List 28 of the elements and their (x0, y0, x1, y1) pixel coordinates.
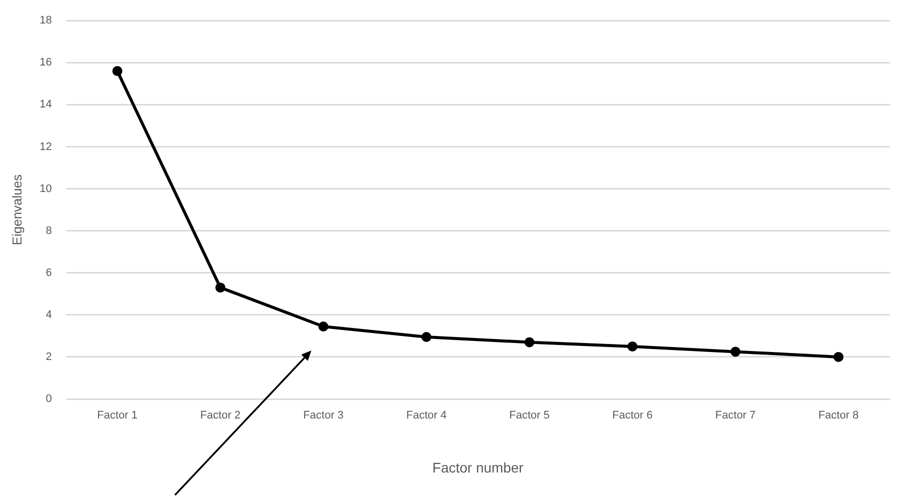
point (421, 332, 432, 342)
point (215, 282, 226, 293)
x-tick-label: Factor 3 (303, 410, 344, 422)
point (730, 346, 740, 357)
x-tick-label: Factor 7 (715, 410, 756, 422)
y-tick-label: 4 (46, 308, 52, 321)
x-tick-label: Factor 5 (509, 410, 550, 422)
y-tick-label: 8 (46, 224, 52, 237)
x-tick-label: Factor 6 (612, 410, 653, 422)
point (833, 352, 844, 362)
y-tick-label: 14 (40, 98, 52, 111)
point (318, 321, 328, 332)
x-tick-label: Factor 8 (818, 410, 859, 422)
y-tick-label: 10 (40, 182, 52, 195)
y-tick-label: 16 (40, 56, 52, 69)
y-tick-label: 18 (40, 14, 52, 27)
point (524, 337, 534, 348)
y-tick-label: 0 (46, 393, 52, 406)
x-axis-title: Factor number (432, 459, 524, 476)
y-tick-label: 12 (40, 140, 52, 153)
point (627, 341, 638, 352)
y-tick-label: 2 (46, 350, 52, 363)
x-tick-label: Factor 1 (97, 410, 138, 422)
y-tick-label: 6 (46, 266, 52, 279)
y-axis-title: Eigenvalues (9, 174, 24, 246)
x-tick-label: Factor 2 (200, 410, 241, 422)
point (112, 66, 122, 76)
x-tick-label: Factor 4 (406, 410, 447, 422)
